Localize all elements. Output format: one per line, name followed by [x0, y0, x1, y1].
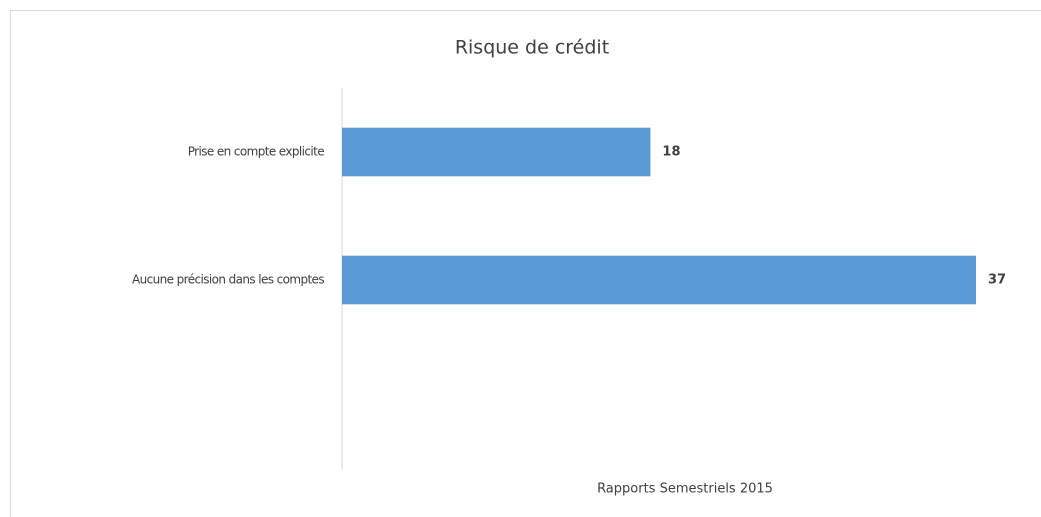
y-tick-label: Prise en compte explicite — [188, 145, 324, 159]
chart-title: Risque de crédit — [455, 37, 609, 59]
bar — [342, 255, 976, 305]
x-axis-label: Rapports Semestriels 2015 — [597, 482, 773, 497]
y-tick-label: Aucune précision dans les comptes — [132, 273, 324, 287]
data-label: 18 — [662, 145, 680, 160]
bar — [342, 127, 651, 177]
data-label: 37 — [988, 273, 1006, 288]
